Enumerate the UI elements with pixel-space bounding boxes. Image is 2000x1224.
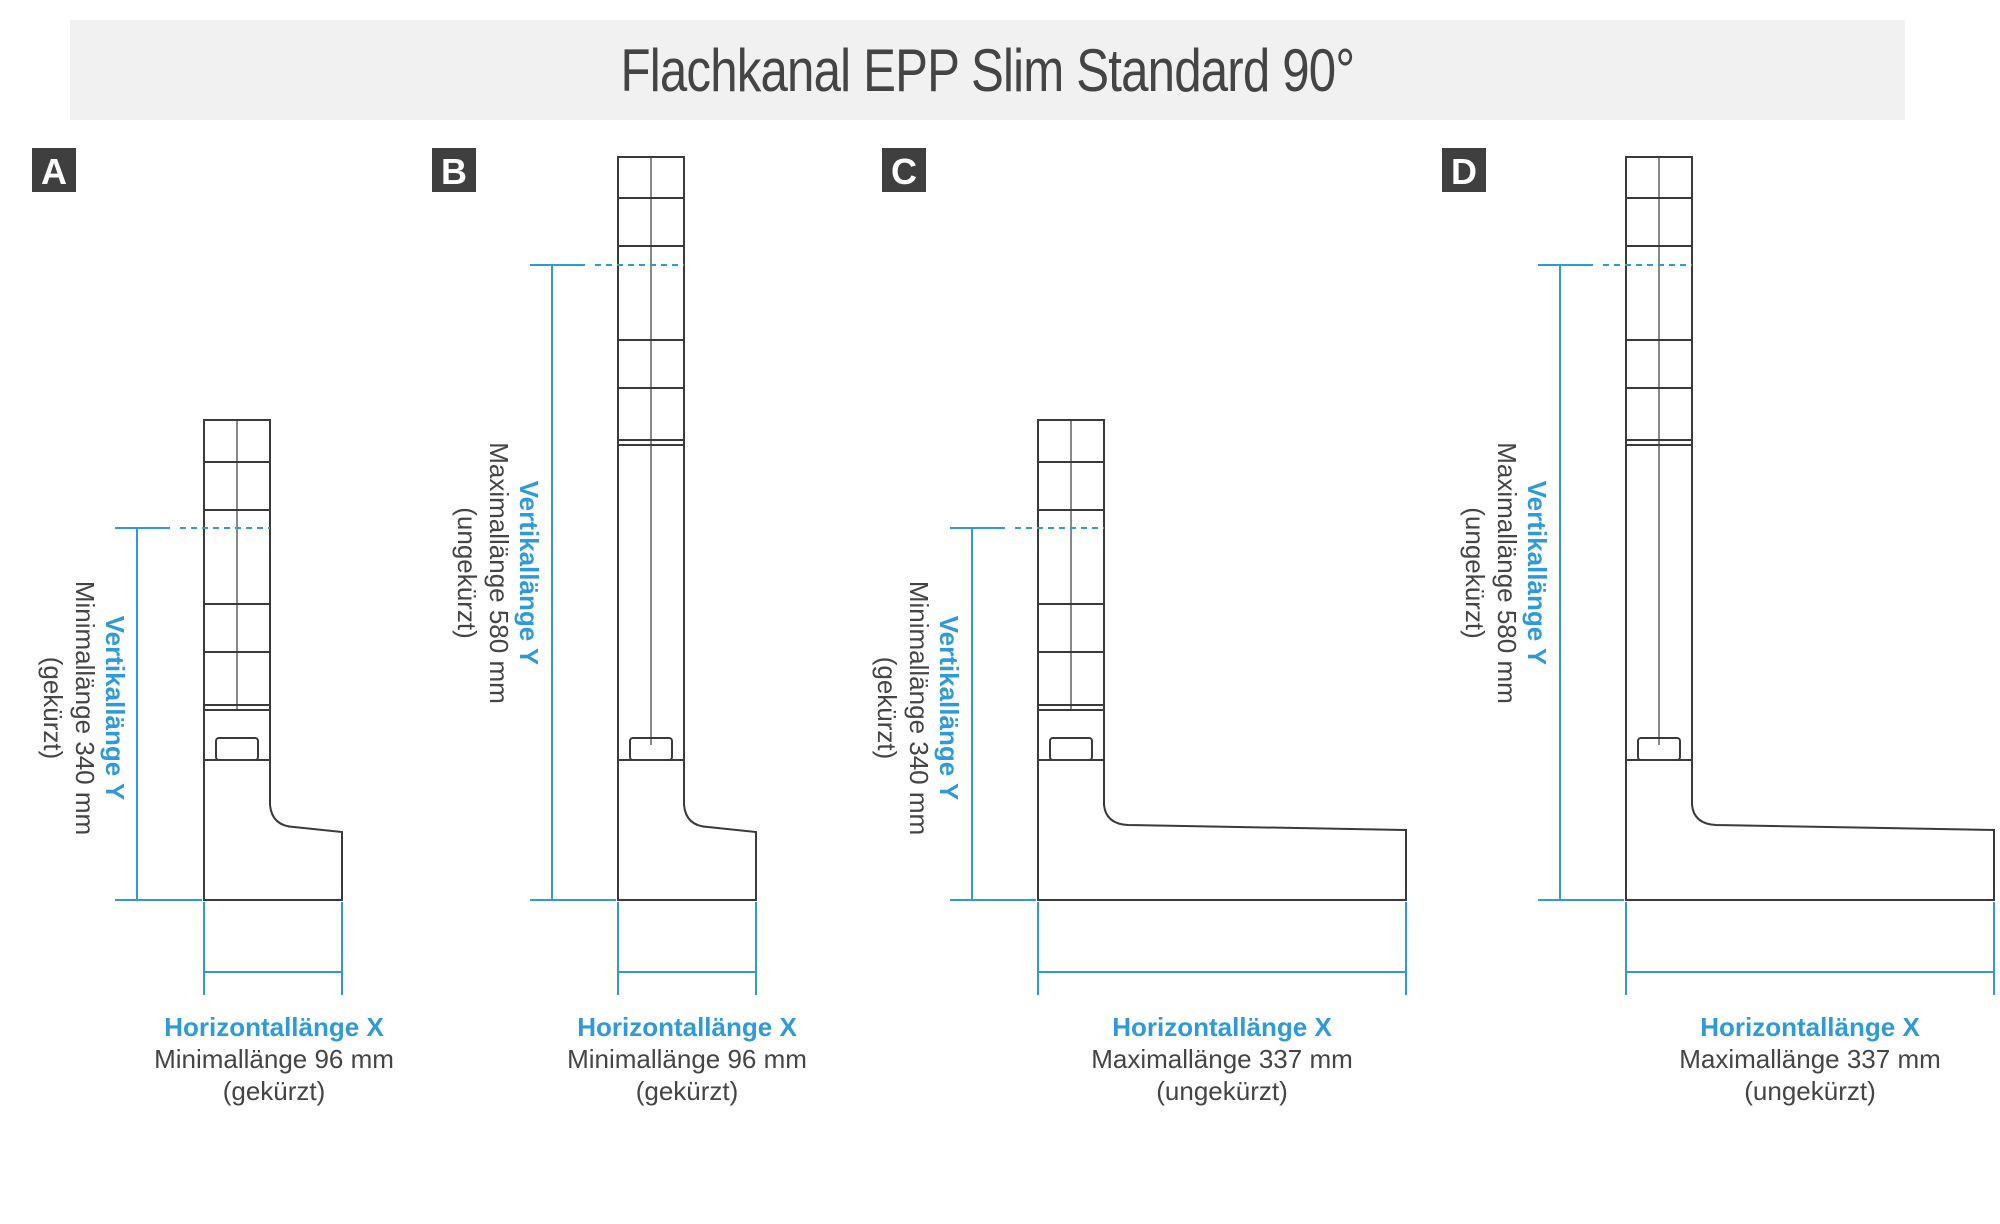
horizontal-label-a-title: Horizontallänge X bbox=[164, 1012, 384, 1042]
vertical-label-d-title: Vertikallänge Y bbox=[1522, 481, 1552, 666]
variant-b: B Vertikallänge Y Maximallänge bbox=[432, 148, 807, 1106]
dimension-horizontal-c bbox=[1037, 902, 1407, 995]
dimension-horizontal-b bbox=[617, 902, 757, 995]
badge-a-label: A bbox=[41, 151, 67, 192]
vertical-label-c-value: Minimallänge 340 mm bbox=[904, 581, 934, 835]
vertical-label-d: Vertikallänge Y Maximallänge 580 mm (ung… bbox=[1460, 442, 1552, 704]
badge-b-label: B bbox=[441, 151, 467, 192]
badge-a bbox=[32, 148, 76, 192]
horizontal-label-b-title: Horizontallänge X bbox=[577, 1012, 797, 1042]
horizontal-label-c-note: (ungekürzt) bbox=[1156, 1076, 1288, 1106]
variant-a: A Vertikallänge Y Minimallänge bbox=[32, 148, 394, 1106]
dimension-vertical-d bbox=[1538, 264, 1692, 901]
dimension-horizontal-a bbox=[203, 902, 343, 995]
variant-d: D Vertikallänge Y Maximallänge bbox=[1442, 148, 1995, 1106]
vertical-label-c-title: Vertikallänge Y bbox=[934, 616, 964, 801]
horizontal-label-a: Horizontallänge X Minimallänge 96 mm (ge… bbox=[154, 1012, 394, 1106]
vertical-label-c-note: (gekürzt) bbox=[872, 657, 902, 760]
vertical-label-a-value: Minimallänge 340 mm bbox=[70, 581, 100, 835]
horizontal-label-c-title: Horizontallänge X bbox=[1112, 1012, 1332, 1042]
vertical-label-a: Vertikallänge Y Minimallänge 340 mm (gek… bbox=[38, 581, 130, 835]
vertical-label-c: Vertikallänge Y Minimallänge 340 mm (gek… bbox=[872, 581, 964, 835]
variant-c: C Vertikallänge Y Minimallänge bbox=[872, 148, 1407, 1106]
horizontal-label-b-note: (gekürzt) bbox=[636, 1076, 739, 1106]
vertical-label-a-title: Vertikallänge Y bbox=[100, 616, 130, 801]
duct-d bbox=[1625, 156, 1995, 901]
page-title: Flachkanal EPP Slim Standard 90° bbox=[620, 36, 1355, 104]
horizontal-label-b: Horizontallänge X Minimallänge 96 mm (ge… bbox=[567, 1012, 807, 1106]
duct-b bbox=[617, 156, 757, 901]
vertical-label-a-note: (gekürzt) bbox=[38, 657, 68, 760]
horizontal-label-d-value: Maximallänge 337 mm bbox=[1679, 1044, 1941, 1074]
badge-b bbox=[432, 148, 476, 192]
horizontal-label-b-value: Minimallänge 96 mm bbox=[567, 1044, 807, 1074]
vertical-label-b-title: Vertikallänge Y bbox=[514, 481, 544, 666]
vertical-label-b: Vertikallänge Y Maximallänge 580 mm (ung… bbox=[452, 442, 544, 704]
badge-c bbox=[882, 148, 926, 192]
horizontal-label-c-value: Maximallänge 337 mm bbox=[1091, 1044, 1353, 1074]
badge-d bbox=[1442, 148, 1486, 192]
vertical-label-b-value: Maximallänge 580 mm bbox=[484, 442, 514, 704]
horizontal-label-d-note: (ungekürzt) bbox=[1744, 1076, 1876, 1106]
vertical-label-b-note: (ungekürzt) bbox=[452, 507, 482, 639]
dimension-vertical-a bbox=[115, 527, 270, 901]
dimension-vertical-c bbox=[950, 527, 1104, 901]
horizontal-label-c: Horizontallänge X Maximallänge 337 mm (u… bbox=[1091, 1012, 1353, 1106]
horizontal-label-a-value: Minimallänge 96 mm bbox=[154, 1044, 394, 1074]
dimension-vertical-b bbox=[530, 264, 684, 901]
duct-a bbox=[203, 419, 343, 901]
vertical-label-d-note: (ungekürzt) bbox=[1460, 507, 1490, 639]
duct-c bbox=[1037, 419, 1407, 901]
dimension-horizontal-d bbox=[1625, 902, 1995, 995]
horizontal-label-d-title: Horizontallänge X bbox=[1700, 1012, 1920, 1042]
horizontal-label-d: Horizontallänge X Maximallänge 337 mm (u… bbox=[1679, 1012, 1941, 1106]
badge-d-label: D bbox=[1451, 151, 1477, 192]
horizontal-label-a-note: (gekürzt) bbox=[223, 1076, 326, 1106]
badge-c-label: C bbox=[891, 151, 917, 192]
vertical-label-d-value: Maximallänge 580 mm bbox=[1492, 442, 1522, 704]
title-banner: Flachkanal EPP Slim Standard 90° bbox=[70, 20, 1905, 120]
